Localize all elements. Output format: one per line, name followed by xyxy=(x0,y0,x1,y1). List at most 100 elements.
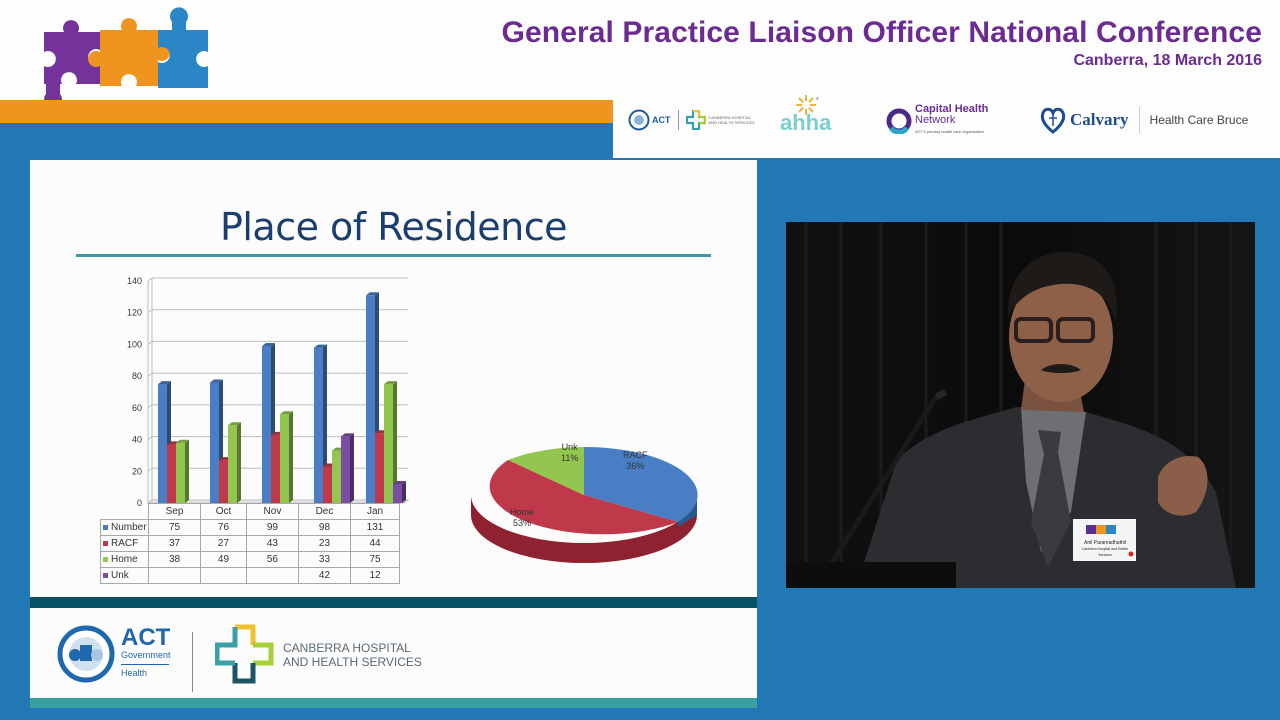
speaker-video: Anil Paramadhathil Canberra Hospital and… xyxy=(786,222,1255,588)
table-row: RACF 37 27 43 23 44 xyxy=(100,535,400,552)
series-name: Number xyxy=(111,522,147,533)
svg-text:140: 140 xyxy=(127,276,142,286)
legend-key-number xyxy=(103,524,108,530)
slide-footer-teal-bar xyxy=(30,698,757,708)
pie-slice-pct: 36% xyxy=(626,461,645,471)
act-logo-text: ACT xyxy=(652,115,671,125)
bar xyxy=(280,411,293,503)
table-cell: 76 xyxy=(200,519,247,536)
badge-org: Canberra Hospital and Health Services xyxy=(1081,547,1129,557)
series-name: Home xyxy=(111,554,138,565)
ahha-logo: * ahha xyxy=(780,94,832,135)
category-jan: Jan xyxy=(350,503,400,520)
orange-banner-bar xyxy=(0,100,613,123)
svg-text:120: 120 xyxy=(127,308,142,318)
conference-header xyxy=(0,0,1280,100)
puzzle-logo-icon xyxy=(44,7,208,100)
pie-slice-name: Home xyxy=(510,507,535,517)
chhs-line1: CANBERRA HOSPITAL xyxy=(283,641,411,655)
pie-label-home: Home 53% xyxy=(510,507,534,529)
act-health-chhs-logo: ACT CANBERRA HOSPITAL AND HEALTH SERVICE… xyxy=(628,108,757,132)
act-crest-icon xyxy=(628,109,650,131)
category-nov: Nov xyxy=(245,503,299,520)
table-cell: 42 xyxy=(297,567,352,584)
table-cell: 75 xyxy=(350,551,400,568)
act-health-text: Health xyxy=(121,668,148,678)
health-care-bruce-text: Health Care Bruce xyxy=(1149,113,1249,127)
table-cell: 12 xyxy=(350,567,400,584)
pie-chart xyxy=(471,446,698,563)
table-cell xyxy=(147,567,202,584)
table-cell: 38 xyxy=(147,551,202,568)
chn-logo-text: Capital Health xyxy=(915,103,989,115)
category-oct: Oct xyxy=(200,503,247,520)
chart-data-table: Sep Oct Nov Dec Jan Number 75 76 99 98 1… xyxy=(100,503,400,584)
bar-chart-plot: 0 20 40 60 80 100 120 140 xyxy=(127,276,410,508)
bar xyxy=(314,344,327,503)
svg-text:20: 20 xyxy=(132,466,142,476)
pie-slice-name: RACF xyxy=(623,450,648,460)
blue-banner-bar xyxy=(0,123,613,158)
bar-chart: 0 20 40 60 80 100 120 140 xyxy=(30,160,430,590)
bar xyxy=(384,381,397,503)
table-row: Number 75 76 99 98 131 xyxy=(100,519,400,536)
table-cell: 44 xyxy=(350,535,400,552)
table-row: Home 38 49 56 33 75 xyxy=(100,551,400,568)
chhs-cross-icon xyxy=(215,624,274,684)
series-name: Unk xyxy=(111,570,129,581)
table-cell: 49 xyxy=(200,551,247,568)
chhs-logo-text: CANBERRA HOSPITAL AND HEALTH SERVICES xyxy=(283,641,422,669)
table-cell: 23 xyxy=(297,535,352,552)
pie-slice-name: Unk xyxy=(561,442,578,452)
svg-text:80: 80 xyxy=(132,371,142,381)
slide-footer-bar xyxy=(30,597,757,608)
table-cell: 27 xyxy=(200,535,247,552)
badge-name: Anil Paramadhathil xyxy=(1084,540,1126,546)
conference-title: General Practice Liaison Officer Nationa… xyxy=(501,16,1262,49)
logo-divider xyxy=(192,632,193,692)
logo-divider xyxy=(1138,107,1140,133)
table-cell: 56 xyxy=(245,551,299,568)
svg-text:60: 60 xyxy=(132,403,142,413)
legend-key-racf xyxy=(103,540,108,546)
pie-label-racf: RACF 36% xyxy=(623,450,648,472)
calvary-logo: Calvary Health Care Bruce xyxy=(1040,106,1248,134)
chhs-line2: AND HEALTH SERVICES xyxy=(283,655,422,669)
category-dec: Dec xyxy=(297,503,352,520)
speaker-video-frame xyxy=(786,222,1255,588)
table-cell: 99 xyxy=(245,519,299,536)
calvary-heart-icon xyxy=(1040,107,1066,134)
table-cell: 43 xyxy=(245,535,299,552)
act-government-text: Government xyxy=(121,650,171,660)
calvary-logo-text: Calvary xyxy=(1070,110,1129,129)
chn-logo-text2: Network xyxy=(915,114,956,126)
svg-text:40: 40 xyxy=(132,435,142,445)
bar xyxy=(228,422,241,503)
table-cell: 37 xyxy=(147,535,202,552)
pie-slice-pct: 53% xyxy=(513,518,532,528)
bar xyxy=(176,439,189,503)
chn-tagline: ACT's primary health care organisation xyxy=(915,129,985,134)
ahha-sun-icon: * xyxy=(795,95,819,115)
table-cell: 75 xyxy=(147,519,202,536)
svg-text:*: * xyxy=(816,97,819,104)
svg-text:100: 100 xyxy=(127,339,142,349)
act-crest-icon xyxy=(57,625,115,683)
chn-ring-icon xyxy=(886,108,912,134)
sponsor-strip xyxy=(613,100,1280,158)
category-sep: Sep xyxy=(147,503,202,520)
bar xyxy=(341,433,354,503)
legend-key-home xyxy=(103,556,108,562)
ahha-logo-text: ahha xyxy=(780,110,832,135)
pie-label-unk: Unk 11% xyxy=(561,442,578,464)
speaker-badge: Anil Paramadhathil Canberra Hospital and… xyxy=(1075,540,1135,558)
act-logo-text: ACT xyxy=(121,624,171,651)
logo-divider xyxy=(677,110,679,130)
legend-key-unk xyxy=(103,572,108,578)
act-logo-rule xyxy=(121,664,169,665)
presentation-slide: Place of Residence 0 20 40 60 80 100 120 140 Se… xyxy=(30,160,757,708)
bar xyxy=(393,480,406,503)
title-underline xyxy=(76,254,711,257)
pie-slice-pct: 11% xyxy=(561,453,579,463)
table-cell xyxy=(200,567,247,584)
